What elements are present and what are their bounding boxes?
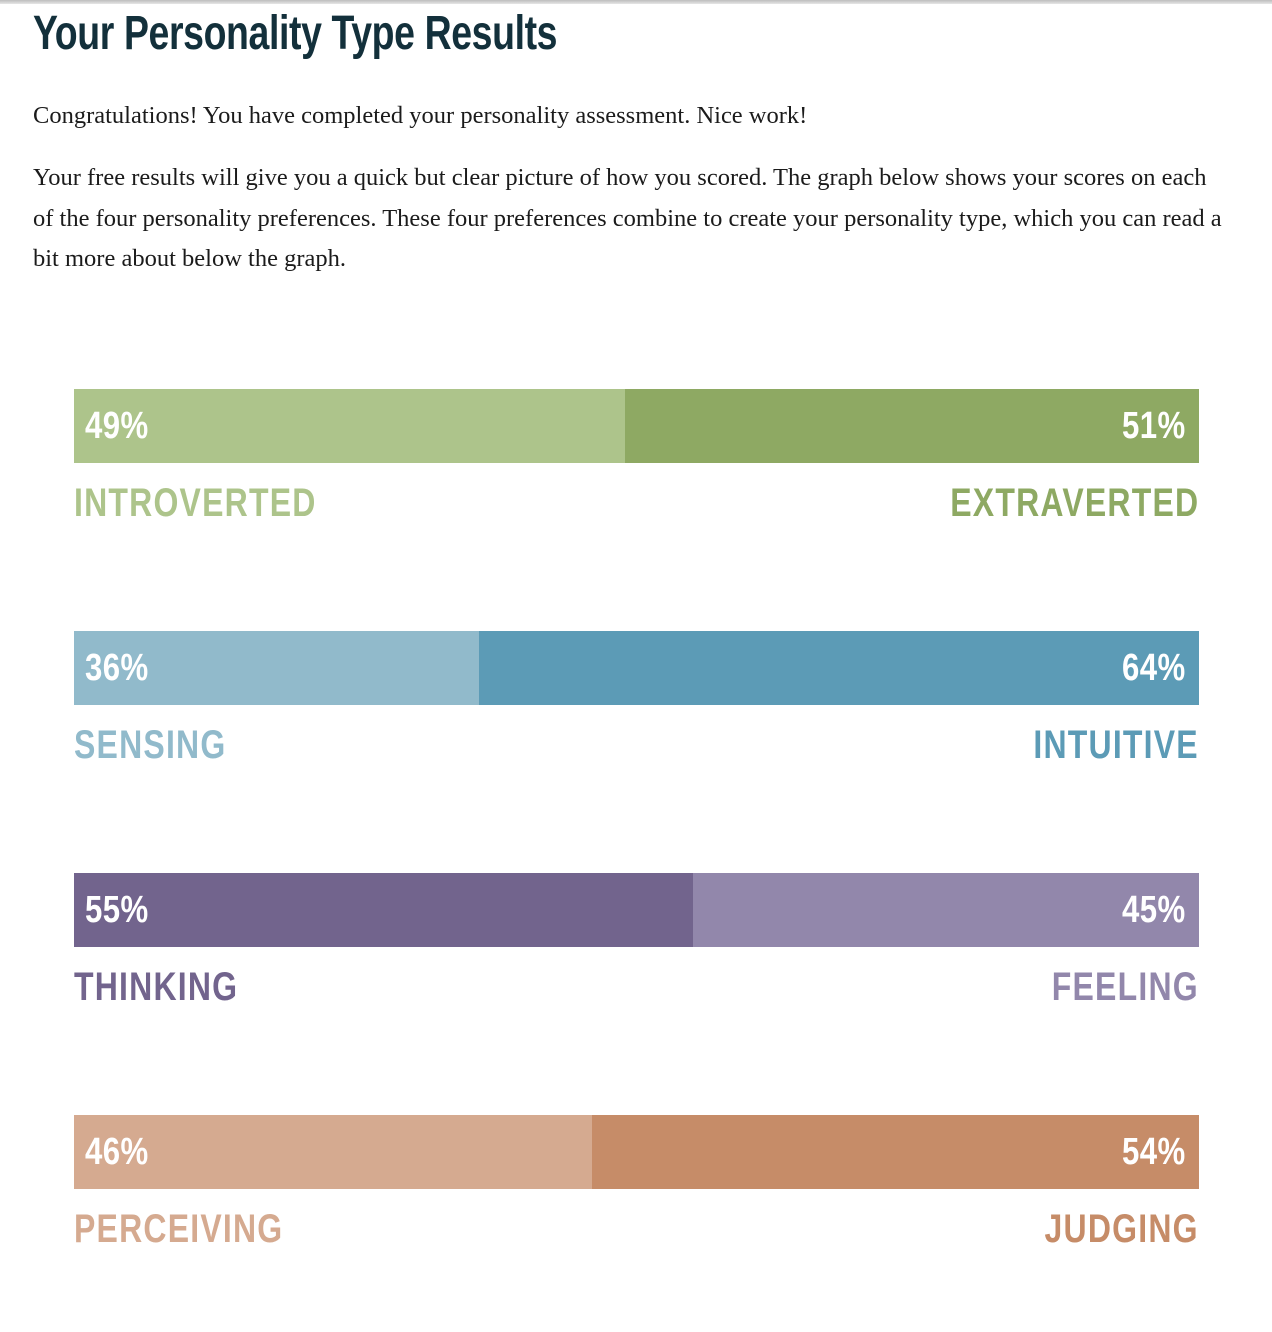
left-trait-label: PERCEIVING [74, 1207, 284, 1251]
left-score-percent: 46% [85, 1131, 149, 1173]
left-score-segment: 49% [74, 389, 626, 463]
score-bar: 36% 64% [74, 631, 1199, 705]
top-divider [0, 0, 1272, 4]
right-score-segment: 64% [479, 631, 1199, 705]
description-text: Your free results will give you a quick … [33, 164, 1222, 272]
left-trait-label: THINKING [74, 965, 239, 1009]
scale-perceiving-judging: 46% 54% PERCEIVING JUDGING [74, 1115, 1199, 1265]
score-bar: 46% 54% [74, 1115, 1199, 1189]
left-trait-label: INTROVERTED [74, 481, 317, 525]
intro-text: Congratulations! You have completed your… [33, 102, 808, 129]
right-score-segment: 45% [692, 873, 1199, 947]
scale-introverted-extraverted: 49% 51% INTROVERTED EXTRAVERTED [74, 389, 1199, 539]
right-score-segment: 54% [591, 1115, 1199, 1189]
left-score-percent: 36% [85, 647, 149, 689]
left-score-percent: 55% [85, 889, 149, 931]
right-score-percent: 51% [1122, 405, 1186, 447]
right-score-percent: 64% [1122, 647, 1186, 689]
right-score-percent: 45% [1122, 889, 1186, 931]
right-trait-label: JUDGING [1044, 1207, 1199, 1251]
right-trait-label: EXTRAVERTED [949, 481, 1199, 525]
scale-thinking-feeling: 55% 45% THINKING FEELING [74, 873, 1199, 1023]
score-bar: 55% 45% [74, 873, 1199, 947]
right-score-segment: 51% [625, 389, 1199, 463]
page-title: Your Personality Type Results [33, 7, 558, 60]
left-score-percent: 49% [85, 405, 149, 447]
left-score-segment: 46% [74, 1115, 592, 1189]
score-bar: 49% 51% [74, 389, 1199, 463]
left-score-segment: 55% [74, 873, 693, 947]
left-score-segment: 36% [74, 631, 479, 705]
scale-sensing-intuitive: 36% 64% SENSING INTUITIVE [74, 631, 1199, 781]
left-trait-label: SENSING [74, 723, 227, 767]
right-trait-label: FEELING [1051, 965, 1199, 1009]
right-score-percent: 54% [1122, 1131, 1186, 1173]
right-trait-label: INTUITIVE [1033, 723, 1199, 767]
